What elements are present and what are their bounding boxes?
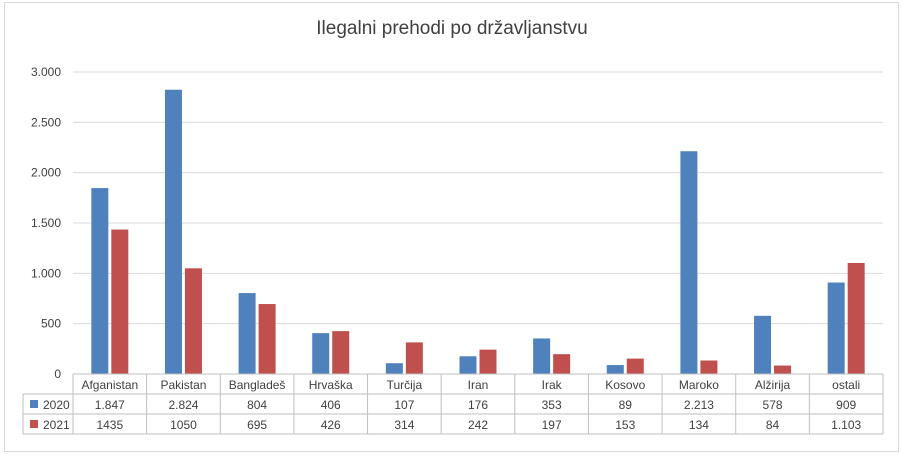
legend-key-2020: [30, 400, 38, 408]
data-table: Afganistan Pakistan Bangladeš Hrvaška Turčij…: [22, 373, 884, 435]
bar-2021-0: [111, 229, 129, 374]
data-label-2021: 1050: [170, 418, 197, 432]
bar-2020-2: [238, 293, 256, 374]
y-tick-label: 2.500: [31, 115, 61, 129]
category-label: Kosovo: [605, 378, 645, 392]
y-tick-label: 2.000: [31, 166, 61, 180]
category-label: Irak: [542, 378, 563, 392]
bar-2021-9: [774, 365, 792, 374]
data-label-2020: 1.847: [95, 398, 125, 412]
bar-2020-9: [754, 315, 772, 374]
data-label-2020: 406: [321, 398, 341, 412]
chart-title: Ilegalni prehodi po državljanstvu: [316, 18, 587, 39]
data-label-2021: 1435: [96, 418, 123, 432]
bars: [91, 89, 865, 374]
data-label-2020: 909: [836, 398, 856, 412]
data-label-2021: 134: [689, 418, 709, 432]
y-tick-label: 0: [54, 367, 61, 381]
data-label-2020: 2.824: [168, 398, 198, 412]
category-label: Hrvaška: [309, 378, 353, 392]
category-label: Maroko: [679, 378, 719, 392]
data-label-2021: 242: [468, 418, 488, 432]
data-label-2021: 695: [247, 418, 267, 432]
chart-frame: [4, 2, 899, 452]
bar-2020-5: [459, 356, 477, 374]
series-name: 2020: [43, 398, 70, 412]
bar-2020-6: [533, 338, 551, 374]
bar-2021-4: [405, 342, 423, 374]
data-label-2020: 2.213: [684, 398, 714, 412]
category-label: Alžirija: [755, 378, 791, 392]
category-label: Bangladeš: [229, 378, 286, 392]
data-label-2021: 84: [766, 418, 780, 432]
data-label-2021: 426: [321, 418, 341, 432]
data-label-2021: 314: [394, 418, 414, 432]
gridlines: [73, 71, 883, 325]
y-tick-label: 1.500: [31, 216, 61, 230]
bar-2021-3: [332, 331, 350, 374]
category-label: ostali: [832, 378, 860, 392]
bar-2020-7: [606, 365, 624, 374]
bar-2020-4: [385, 363, 403, 374]
data-label-2021: 1.103: [831, 418, 861, 432]
bar-2020-0: [91, 188, 109, 374]
bar-2020-10: [827, 282, 845, 374]
bar-2021-8: [700, 360, 718, 374]
data-label-2020: 176: [468, 398, 488, 412]
data-label-2020: 804: [247, 398, 267, 412]
y-tick-label: 1.000: [31, 266, 61, 280]
bar-2021-2: [258, 304, 276, 374]
bar-2020-1: [164, 89, 182, 374]
category-label: Pakistan: [160, 378, 206, 392]
bar-2021-6: [553, 354, 571, 374]
bar-2021-5: [479, 349, 497, 374]
data-label-2020: 353: [542, 398, 562, 412]
data-label-2020: 107: [394, 398, 414, 412]
bar-2021-7: [626, 358, 644, 374]
bar-2020-3: [312, 333, 330, 374]
category-label: Afganistan: [81, 378, 138, 392]
category-label: Iran: [468, 378, 489, 392]
legend-key-2021: [30, 420, 38, 428]
category-label: Turčija: [387, 378, 423, 392]
bar-2021-1: [184, 268, 202, 374]
bar-2020-8: [680, 151, 698, 374]
y-axis-ticks: 0 500 1.000 1.500 2.000 2.500 3.000: [31, 65, 61, 381]
series-name: 2021: [43, 418, 70, 432]
data-label-2021: 153: [615, 418, 635, 432]
y-tick-label: 3.000: [31, 65, 61, 79]
data-label-2020: 89: [619, 398, 633, 412]
data-label-2021: 197: [542, 418, 562, 432]
data-label-2020: 578: [763, 398, 783, 412]
y-tick-label: 500: [41, 317, 61, 331]
bar-2021-10: [847, 262, 865, 374]
